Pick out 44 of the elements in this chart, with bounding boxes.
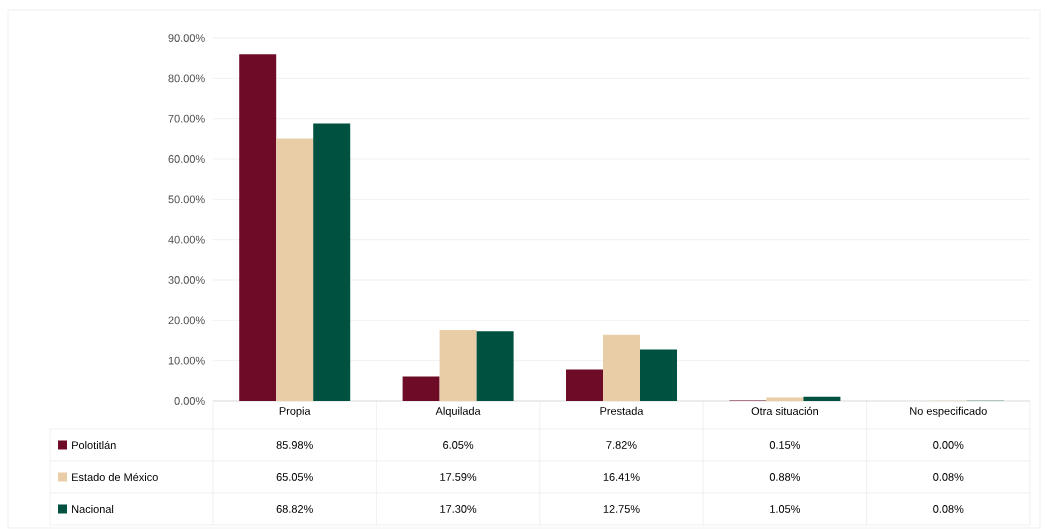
bar [566, 369, 604, 401]
bar [603, 334, 641, 401]
data-label: 0.15% [769, 441, 801, 449]
bar [476, 331, 514, 401]
x-tick-label: No especificado [910, 406, 987, 418]
data-label: 68.82% [276, 505, 313, 513]
data-label: 0.00% [933, 441, 964, 449]
x-tick-label: Alquilada [435, 406, 481, 418]
data-label: 12.75% [603, 505, 640, 513]
y-tick-label: 40.00% [168, 235, 205, 244]
legend-label: Nacional [72, 504, 114, 514]
data-label: 0.88% [769, 473, 801, 481]
data-label: 0.08% [933, 505, 964, 513]
x-tick-label: Otra situación [751, 406, 818, 416]
bar [439, 330, 477, 401]
bar [766, 397, 804, 401]
legend-label: Estado de México [72, 472, 158, 482]
data-label: 1.05% [770, 505, 801, 513]
data-label: 0.08% [933, 473, 964, 481]
y-tick-label: 0.00% [174, 397, 205, 405]
y-tick-label: 70.00% [168, 114, 205, 123]
data-label: 17.59% [440, 473, 477, 481]
data-label: 17.30% [440, 505, 477, 513]
data-label: 7.82% [606, 441, 637, 449]
data-label: 16.41% [603, 473, 640, 481]
bar [803, 396, 841, 401]
legend-label: Polotitlán [72, 440, 116, 450]
bar [313, 123, 351, 401]
y-tick-label: 30.00% [168, 276, 205, 284]
data-label: 85.98% [276, 441, 313, 449]
bar [276, 138, 314, 401]
y-tick-label: 80.00% [168, 74, 205, 83]
bar [239, 54, 277, 401]
data-label: 65.05% [276, 473, 313, 481]
y-tick-label: 60.00% [168, 155, 205, 163]
y-tick-label: 50.00% [168, 195, 205, 204]
bar [402, 376, 440, 401]
y-tick-label: 10.00% [168, 356, 205, 365]
y-tick-label: 20.00% [168, 316, 205, 325]
x-tick-label: Propia [279, 406, 311, 418]
y-tick-label: 90.00% [168, 34, 205, 42]
x-tick-label: Prestada [600, 406, 644, 415]
bar [640, 349, 678, 401]
data-label: 6.05% [443, 441, 474, 449]
